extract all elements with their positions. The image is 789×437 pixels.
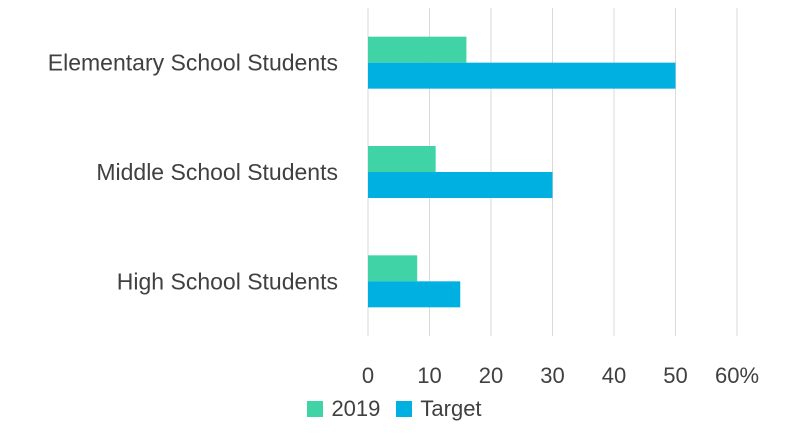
x-tick-label-3: 30 [540, 363, 564, 388]
x-tick-label-5: 50 [663, 363, 687, 388]
bar-2019-2 [368, 255, 418, 282]
bar-target-1 [368, 172, 553, 198]
x-tick-label-2: 20 [479, 363, 503, 388]
bar-target-0 [368, 62, 676, 89]
category-label-0: Elementary School Students [48, 50, 338, 76]
legend: 2019 Target [0, 396, 789, 422]
x-tick-label-4: 40 [602, 363, 626, 388]
legend-item-target: Target [396, 396, 482, 422]
legend-swatch-2019 [307, 401, 324, 417]
bar-2019-1 [368, 146, 436, 172]
x-tick-label-1: 10 [417, 363, 441, 388]
bar-2019-0 [368, 36, 467, 63]
category-label-1: Middle School Students [96, 159, 338, 185]
legend-item-2019: 2019 [307, 396, 380, 422]
bar-target-2 [368, 281, 461, 308]
x-tick-label-0: 0 [362, 363, 374, 388]
category-label-2: High School Students [117, 268, 338, 294]
legend-label-target: Target [420, 396, 482, 421]
legend-label-2019: 2019 [331, 396, 381, 421]
x-tick-label-6: 60% [715, 363, 759, 388]
legend-swatch-target [396, 401, 413, 417]
